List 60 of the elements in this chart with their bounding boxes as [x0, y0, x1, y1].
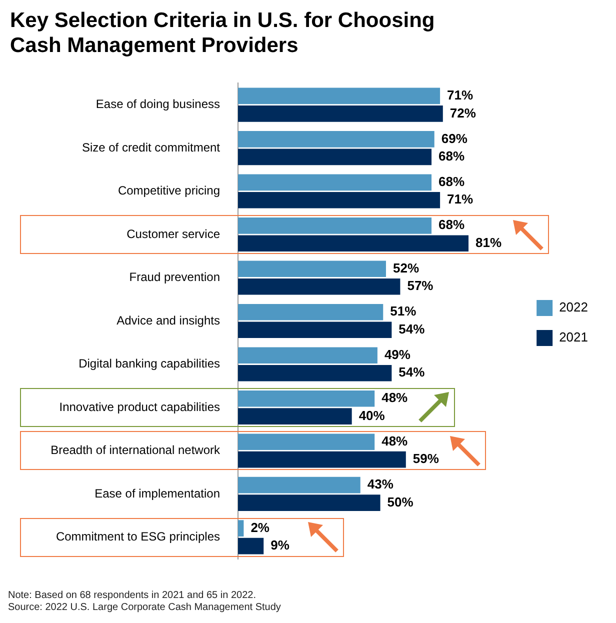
bar: [238, 88, 440, 104]
y-tick-label: Innovative product capabilities: [59, 400, 220, 414]
y-tick-label: Breadth of international network: [50, 443, 221, 458]
y-tick-label: Fraud prevention: [129, 270, 220, 284]
data-label: 68%: [438, 148, 465, 164]
bar: [238, 304, 384, 320]
bar: [238, 451, 406, 468]
bar: [238, 434, 375, 450]
bar: [238, 538, 264, 554]
data-label: 68%: [438, 174, 465, 190]
y-tick-label: Digital banking capabilities: [78, 356, 220, 371]
data-label: 49%: [384, 346, 411, 362]
data-label: 48%: [382, 390, 408, 406]
data-label: 71%: [447, 88, 474, 103]
y-tick-label: Ease of implementation: [94, 486, 220, 500]
data-label: 40%: [358, 408, 386, 423]
chart-title: Key Selection Criteria in U.S. for Choosing Cash Management Providers: [10, 8, 436, 58]
data-label: 43%: [367, 476, 394, 492]
y-tick-label: Advice and insights: [116, 313, 220, 328]
data-label: 9%: [270, 538, 290, 553]
bar: [238, 218, 432, 234]
text: Note: Based on 68 respondents in 2021 and 65 in 2022.: [8, 590, 257, 602]
source-note: Source: 2022 U.S. Large Corporate Cash Management Study: [8, 602, 282, 614]
bar: [238, 148, 432, 166]
data-label: 2%: [250, 520, 270, 535]
data-label: 72%: [450, 105, 476, 120]
legend-label: 2022: [559, 300, 588, 315]
bar: [238, 106, 443, 122]
data-label: 54%: [398, 321, 426, 336]
y-tick-label: Size of credit commitment: [82, 140, 221, 154]
bar: [238, 260, 386, 278]
data-label: 69%: [441, 130, 468, 146]
bar: [238, 408, 352, 424]
bar: [238, 278, 400, 295]
bar: [238, 390, 375, 407]
bar: [238, 322, 392, 338]
data-label: 51%: [390, 304, 417, 319]
y-tick-label: Commitment to ESG principles: [56, 529, 220, 544]
bar: [238, 192, 440, 208]
data-label: 57%: [407, 278, 434, 294]
bar: [238, 476, 360, 494]
y-tick-label: Competitive pricing: [118, 184, 220, 198]
data-label: 54%: [398, 364, 426, 380]
legend-label: 2021: [559, 330, 588, 345]
data-label: 68%: [438, 217, 465, 232]
y-tick-label: Customer service: [126, 226, 220, 241]
bar: [238, 520, 244, 536]
data-label: 50%: [387, 494, 414, 510]
bar: [238, 364, 392, 382]
bar: [238, 494, 380, 511]
bar: [238, 131, 434, 148]
data-label: 71%: [447, 192, 474, 207]
data-label: 52%: [392, 260, 420, 276]
bar: [238, 235, 469, 252]
data-label: 48%: [382, 433, 408, 448]
bar: [238, 347, 378, 364]
data-label: 59%: [412, 451, 440, 466]
bar: [238, 174, 432, 191]
y-tick-label: Ease of doing business: [96, 97, 220, 112]
data-label: 81%: [476, 234, 502, 250]
